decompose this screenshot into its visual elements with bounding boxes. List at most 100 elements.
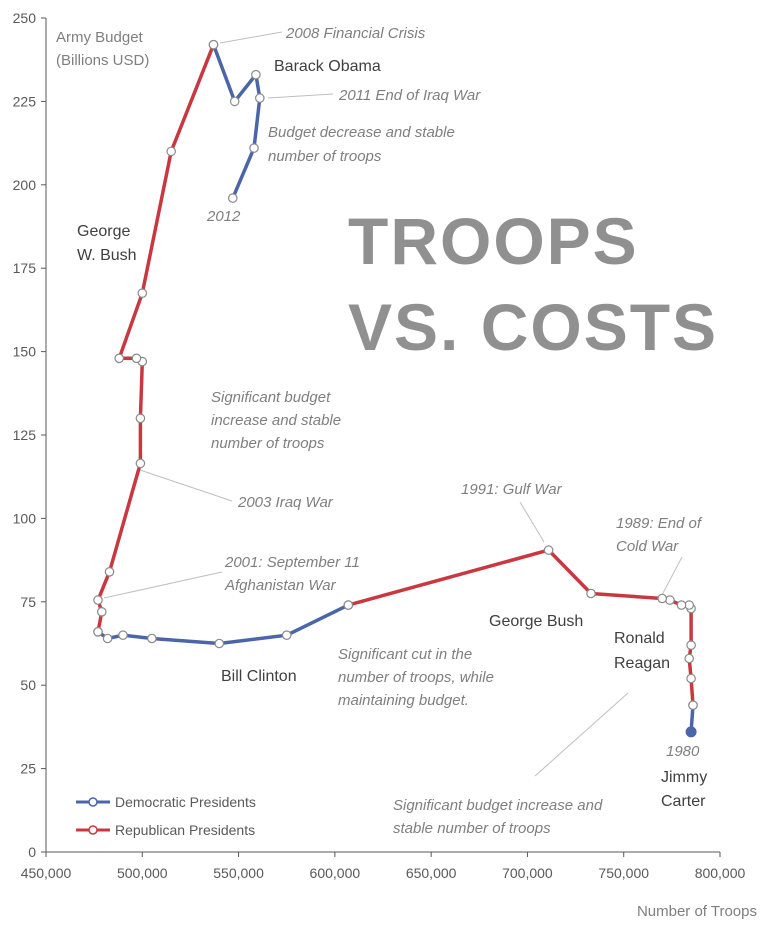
note-increase-line-2: increase and stable (211, 412, 341, 429)
y-axis-title-line-2: (Billions USD) (56, 52, 149, 69)
label-barack-obama: Barack Obama (274, 58, 381, 75)
y-tick-label: 200 (13, 177, 37, 193)
note-1989-line-2: Cold War (616, 538, 679, 555)
data-point-republican (137, 288, 148, 298)
y-tick-label: 50 (20, 677, 36, 693)
note-2011-iraq-end: 2011 End of Iraq War (338, 87, 481, 104)
data-point-democratic (147, 633, 157, 644)
x-tick-label: 700,000 (502, 865, 553, 881)
data-point-democratic (214, 638, 225, 649)
data-point-republican (97, 606, 107, 617)
note-2003-iraq-war: 2003 Iraq War (237, 494, 334, 511)
data-point-republican (686, 673, 696, 684)
data-point-democratic (688, 700, 698, 710)
x-tick-label: 500,000 (117, 865, 168, 881)
data-point-democratic (254, 93, 265, 103)
note-2001-line-1: 2001: September 11 (224, 554, 360, 571)
series-line-democratic (96, 603, 351, 646)
x-axis-ticks: 450,000 500,000 550,000 600,000 650,000 700,0… (21, 852, 746, 881)
data-point-democratic (343, 600, 354, 610)
x-tick-label: 800,000 (695, 865, 746, 881)
label-george-w-bush-line-1: George (77, 223, 130, 240)
data-point-republican (684, 653, 694, 664)
y-tick-label: 225 (13, 93, 37, 109)
note-budget-decrease-line-2: number of troops (268, 148, 382, 165)
leader-1991-gulf (519, 501, 545, 543)
note-year-2012: 2012 (206, 208, 241, 225)
note-reagan-line-2: stable number of troops (393, 820, 551, 837)
label-ronald-reagan-line-2: Reagan (614, 655, 670, 672)
legend-label-republican: Republican Presidents (115, 822, 255, 838)
data-point-republican (135, 458, 146, 469)
data-point-republican (131, 353, 142, 364)
leader-2011-iraq (267, 93, 334, 99)
y-axis-ticks: 0 25 50 75 100 125 150 175 200 225 250 (13, 10, 46, 860)
label-ronald-reagan-line-1: Ronald (614, 630, 665, 647)
y-tick-label: 25 (20, 761, 36, 777)
note-cut-line-3: maintaining budget. (338, 692, 469, 709)
data-point-democratic (229, 96, 240, 107)
y-tick-label: 150 (13, 344, 37, 360)
data-point-democratic (228, 193, 238, 203)
note-cut-line-2: number of troops, while (338, 669, 494, 686)
data-point-republican (543, 545, 554, 555)
data-point-democratic (281, 630, 292, 640)
leader-2003-iraq (139, 469, 233, 502)
data-point-republican (676, 600, 687, 610)
x-tick-label: 650,000 (406, 865, 457, 881)
y-tick-label: 250 (13, 10, 37, 26)
y-tick-label: 75 (20, 594, 36, 610)
leader-2001 (103, 571, 223, 599)
x-tick-label: 550,000 (213, 865, 264, 881)
data-point-democratic (249, 143, 259, 153)
legend: Democratic Presidents Republican Preside… (76, 794, 256, 838)
x-tick-label: 750,000 (598, 865, 649, 881)
x-tick-label: 600,000 (310, 865, 361, 881)
data-point-democratic (208, 39, 219, 50)
note-year-1980: 1980 (666, 743, 700, 760)
data-point-democratic (93, 626, 103, 637)
data-point-democratic (118, 630, 128, 640)
note-cut-line-1: Significant cut in the (338, 646, 472, 663)
y-tick-label: 0 (28, 844, 36, 860)
chart-title-line-2: VS. COSTS (348, 290, 718, 364)
legend-label-democratic: Democratic Presidents (115, 794, 256, 810)
y-tick-label: 100 (13, 510, 37, 526)
label-bill-clinton: Bill Clinton (221, 668, 297, 685)
label-jimmy-carter-line-1: Jimmy (661, 769, 707, 786)
legend-marker-democratic (88, 797, 98, 807)
note-2008-crisis: 2008 Financial Crisis (285, 25, 426, 42)
label-jimmy-carter-line-2: Carter (661, 793, 706, 810)
data-point-democratic (102, 633, 113, 644)
y-axis-title-line-1: Army Budget (56, 29, 144, 46)
series-line-republican (96, 42, 216, 634)
annotation-leader-lines (103, 31, 683, 777)
data-point-start-1980 (685, 726, 697, 738)
x-tick-label: 450,000 (21, 865, 72, 881)
leader-1989-cold-war (661, 556, 683, 596)
data-point-republican (135, 413, 146, 424)
note-1991-gulf-war: 1991: Gulf War (461, 481, 563, 498)
data-point-republican (686, 640, 696, 650)
data-point-republican (657, 593, 667, 604)
data-point-republican (665, 595, 675, 605)
y-tick-label: 125 (13, 427, 37, 443)
note-increase-line-1: Significant budget (211, 389, 331, 406)
x-axis-title: Number of Troops (637, 903, 757, 920)
data-point-republican (166, 146, 176, 157)
data-point-republican (114, 353, 124, 364)
legend-marker-republican (88, 825, 98, 835)
chart-title-line-1: TROOPS (348, 204, 639, 278)
note-1989-line-1: 1989: End of (616, 515, 703, 532)
label-george-w-bush-line-2: W. Bush (77, 247, 137, 264)
data-point-republican (104, 566, 115, 577)
series-line-democratic (211, 42, 262, 200)
note-reagan-line-1: Significant budget increase and (393, 797, 603, 814)
y-tick-label: 175 (13, 260, 37, 276)
note-budget-decrease-line-1: Budget decrease and stable (268, 124, 455, 141)
label-george-bush: George Bush (489, 613, 583, 630)
leader-reagan (534, 692, 629, 777)
series-markers (93, 39, 698, 738)
data-point-republican (93, 595, 103, 605)
